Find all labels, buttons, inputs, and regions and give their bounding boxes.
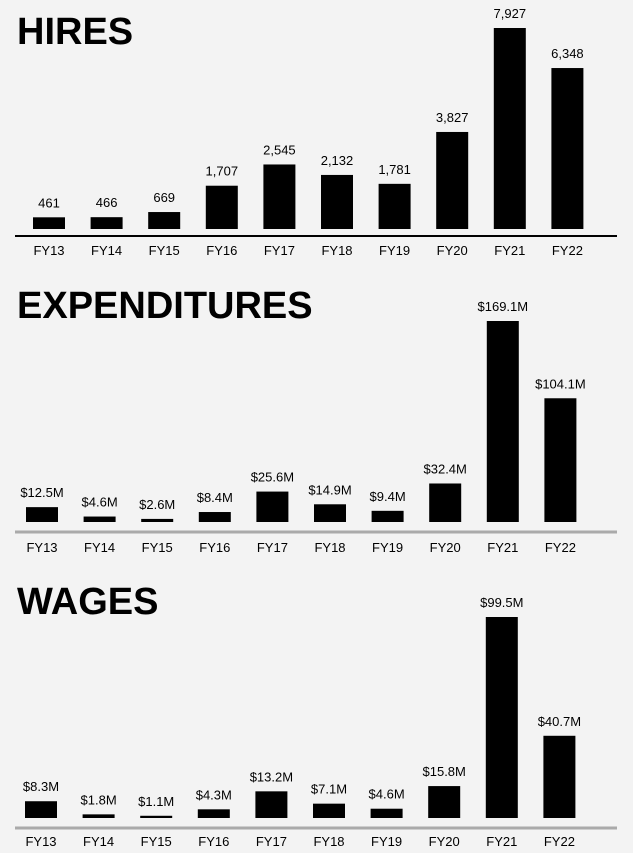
expenditures-value-label: $2.6M bbox=[139, 497, 175, 512]
hires-value-label: 466 bbox=[96, 195, 118, 210]
expenditures-tick-label: FY16 bbox=[199, 540, 230, 555]
hires-tick-label: FY13 bbox=[33, 243, 64, 258]
wages-value-label: $13.2M bbox=[250, 769, 293, 784]
wages-bar-fy15 bbox=[140, 815, 173, 818]
wages-bar-fy16 bbox=[197, 809, 230, 818]
expenditures-bar-fy14 bbox=[83, 516, 116, 522]
expenditures-bar-fy13 bbox=[26, 507, 58, 522]
wages-bar-fy21 bbox=[485, 617, 518, 818]
wages-value-label: $99.5M bbox=[480, 595, 523, 610]
expenditures-value-label: $8.4M bbox=[197, 490, 233, 505]
hires-tick-label: FY20 bbox=[437, 243, 468, 258]
hires-value-label: 1,781 bbox=[378, 162, 411, 177]
wages-bar-fy18 bbox=[313, 803, 345, 818]
expenditures-tick-label: FY15 bbox=[142, 540, 173, 555]
hires-value-label: 7,927 bbox=[494, 6, 527, 21]
expenditures-tick-label: FY14 bbox=[84, 540, 115, 555]
expenditures-bar-fy19 bbox=[371, 510, 404, 522]
expenditures-tick-label: FY20 bbox=[430, 540, 461, 555]
wages-bar-fy17 bbox=[255, 791, 288, 818]
wages-bar-fy19 bbox=[370, 808, 403, 818]
hires-bar-fy19 bbox=[378, 183, 411, 229]
hires-tick-label: FY22 bbox=[552, 243, 583, 258]
wages-bar-fy22 bbox=[543, 735, 576, 818]
hires-bar-fy21 bbox=[493, 28, 526, 229]
hires-bar-fy16 bbox=[205, 185, 238, 229]
expenditures-value-label: $169.1M bbox=[478, 299, 529, 314]
expenditures-tick-label: FY21 bbox=[487, 540, 518, 555]
hires-bar-fy20 bbox=[436, 131, 469, 229]
wages-value-label: $1.8M bbox=[81, 792, 117, 807]
expenditures-value-label: $104.1M bbox=[535, 376, 586, 391]
expenditures-bar-fy20 bbox=[429, 483, 462, 522]
expenditures-bar-fy16 bbox=[198, 512, 231, 522]
wages-tick-label: FY16 bbox=[198, 834, 229, 849]
expenditures-tick-label: FY18 bbox=[314, 540, 345, 555]
expenditures-value-label: $9.4M bbox=[370, 489, 406, 504]
expenditures-value-label: $32.4M bbox=[424, 461, 467, 476]
hires-bar-fy17 bbox=[263, 164, 296, 229]
wages-bar-fy14 bbox=[82, 814, 115, 818]
wages-value-label: $40.7M bbox=[538, 714, 581, 729]
expenditures-bar-fy15 bbox=[141, 518, 174, 522]
wages-tick-label: FY15 bbox=[141, 834, 172, 849]
wages-tick-label: FY18 bbox=[313, 834, 344, 849]
wages-value-label: $8.3M bbox=[23, 779, 59, 794]
wages-value-label: $4.6M bbox=[369, 787, 405, 802]
hires-tick-label: FY19 bbox=[379, 243, 410, 258]
wages-tick-label: FY19 bbox=[371, 834, 402, 849]
hires-bar-fy13 bbox=[33, 217, 65, 229]
hires-tick-label: FY15 bbox=[149, 243, 180, 258]
hires-tick-label: FY17 bbox=[264, 243, 295, 258]
hires-bar-fy14 bbox=[90, 217, 123, 229]
hires-chart-title: HIRES bbox=[17, 11, 133, 53]
wages-value-label: $1.1M bbox=[138, 794, 174, 809]
expenditures-bar-fy21 bbox=[486, 321, 519, 522]
expenditures-value-label: $12.5M bbox=[20, 485, 63, 500]
expenditures-bar-fy18 bbox=[314, 504, 346, 522]
wages-tick-label: FY22 bbox=[544, 834, 575, 849]
expenditures-value-label: $4.6M bbox=[82, 495, 118, 510]
expenditures-tick-label: FY13 bbox=[26, 540, 57, 555]
hires-bar-fy18 bbox=[321, 174, 353, 229]
hires-value-label: 6,348 bbox=[551, 46, 584, 61]
hires-bar-fy22 bbox=[551, 68, 584, 229]
expenditures-tick-label: FY17 bbox=[257, 540, 288, 555]
wages-value-label: $4.3M bbox=[196, 787, 232, 802]
expenditures-chart-title: EXPENDITURES bbox=[17, 285, 313, 327]
hires-value-label: 2,132 bbox=[321, 153, 354, 168]
wages-tick-label: FY14 bbox=[83, 834, 114, 849]
expenditures-value-label: $14.9M bbox=[308, 482, 351, 497]
hires-tick-label: FY18 bbox=[321, 243, 352, 258]
hires-value-label: 669 bbox=[153, 190, 175, 205]
expenditures-value-label: $25.6M bbox=[251, 470, 294, 485]
hires-value-label: 1,707 bbox=[206, 164, 239, 179]
expenditures-tick-label: FY22 bbox=[545, 540, 576, 555]
wages-value-label: $15.8M bbox=[423, 764, 466, 779]
hires-value-label: 3,827 bbox=[436, 110, 469, 125]
wages-tick-label: FY17 bbox=[256, 834, 287, 849]
hires-tick-label: FY14 bbox=[91, 243, 122, 258]
wages-bar-fy20 bbox=[428, 786, 461, 818]
hires-bar-fy15 bbox=[148, 212, 181, 229]
expenditures-bar-fy22 bbox=[544, 398, 577, 522]
wages-tick-label: FY13 bbox=[25, 834, 56, 849]
expenditures-bar-fy17 bbox=[256, 491, 289, 522]
hires-value-label: 461 bbox=[38, 195, 60, 210]
wages-bar-fy13 bbox=[25, 801, 57, 818]
hires-tick-label: FY21 bbox=[494, 243, 525, 258]
wages-tick-label: FY20 bbox=[429, 834, 460, 849]
expenditures-tick-label: FY19 bbox=[372, 540, 403, 555]
hires-tick-label: FY16 bbox=[206, 243, 237, 258]
hires-value-label: 2,545 bbox=[263, 142, 296, 157]
wages-value-label: $7.1M bbox=[311, 782, 347, 797]
wages-chart-title: WAGES bbox=[17, 581, 158, 623]
wages-tick-label: FY21 bbox=[486, 834, 517, 849]
